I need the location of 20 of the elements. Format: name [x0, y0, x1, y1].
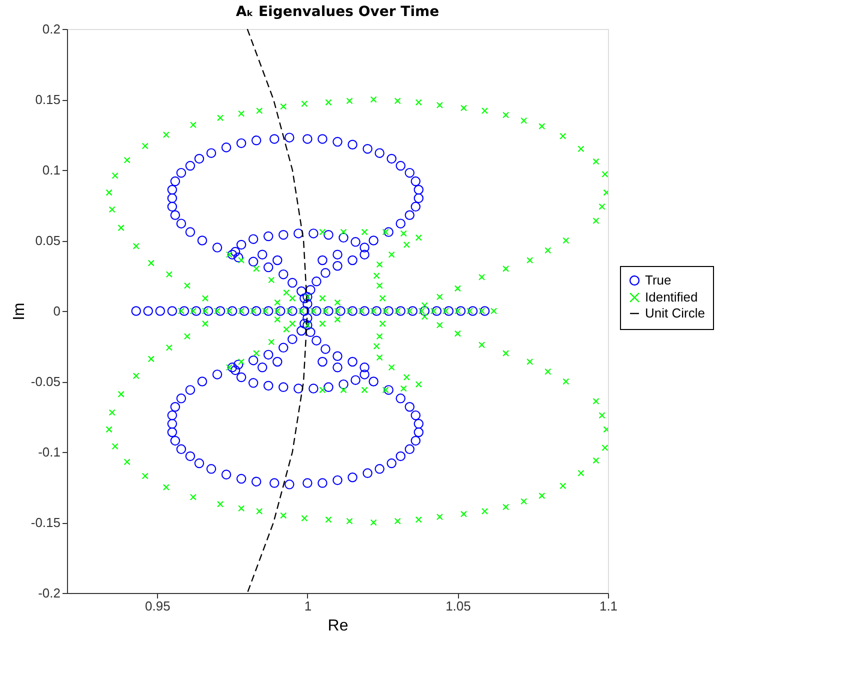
x-tick-label: 1.05	[446, 598, 471, 614]
y-tick-label: 0.15	[35, 92, 60, 107]
y-tick-label: 0	[53, 304, 60, 318]
y-axis-title: Im	[10, 302, 28, 320]
x-tick-label: 1.1	[599, 598, 618, 614]
x-tick-label: 1	[304, 598, 312, 614]
legend-label: True	[645, 272, 672, 288]
line-series	[246, 29, 308, 593]
y-tick-label: 0.2	[42, 22, 60, 36]
y-tick-label: -0.1	[38, 444, 60, 460]
x-tick-label: 0.95	[145, 598, 170, 614]
x-axis-title: Re	[328, 618, 348, 634]
y-tick-label: -0.05	[30, 374, 60, 389]
chart-title: Aₖ Eigenvalues Over Time	[236, 4, 440, 20]
legend-label: Identified	[645, 290, 698, 304]
y-tick-label: 0.05	[35, 233, 60, 248]
legend-label: Unit Circle	[645, 306, 705, 320]
y-tick-label: -0.2	[38, 586, 60, 600]
y-tick-label: 0.1	[42, 162, 60, 178]
y-tick-label: -0.15	[30, 515, 60, 530]
